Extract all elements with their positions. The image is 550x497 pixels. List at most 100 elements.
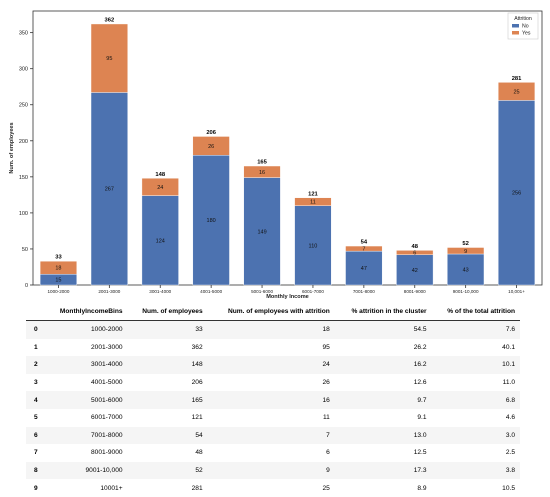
bar-yes-value-label: 7 <box>362 247 365 253</box>
y-tick-label: 300 <box>19 67 28 73</box>
bar-no <box>396 254 434 286</box>
table-cell: 26.2 <box>413 343 427 351</box>
table-row: 4 5001-6000 165 16 9.7 6.8 <box>26 391 520 409</box>
column-header: Num. of employees <box>127 302 208 321</box>
bar-no <box>192 155 230 286</box>
table-cell: 362 <box>191 343 203 351</box>
bar-yes-value-label: 95 <box>106 56 112 62</box>
bar-yes <box>243 165 281 178</box>
table-body: 0 1000-2000 33 18 54.5 7.6 1 2001-3000 362 95 26.2… <box>26 320 520 497</box>
table-cell: 206 <box>191 379 203 387</box>
table-cell: 9.7 <box>417 396 427 404</box>
attrition-table-container: MonthlyIncomeBins Num. of employees Num. o… <box>26 302 520 497</box>
table-cell: 7 <box>326 431 330 439</box>
table-cell: 7001-8000 <box>91 431 123 439</box>
table-cell: 3.8 <box>505 467 515 475</box>
bar-no-value-label: 15 <box>55 278 61 284</box>
legend-swatch <box>512 31 519 35</box>
bar-no <box>498 100 536 286</box>
table-cell: 95 <box>322 343 330 351</box>
row-index-cell: 7 <box>34 449 38 457</box>
bar-no-value-label: 149 <box>257 229 266 235</box>
bar-no-value-label: 110 <box>309 243 318 249</box>
table-cell: 33 <box>195 326 203 334</box>
y-tick-label: 0 <box>25 283 28 289</box>
table-cell: 12.6 <box>413 379 427 387</box>
chart-svg: 0501001502002503003501518331000-20002679… <box>9 10 543 300</box>
row-index-cell: 2 <box>34 361 38 369</box>
x-tick-label: 4001-5000 <box>200 289 222 294</box>
bar-yes-value-label: 16 <box>259 170 265 176</box>
table-cell: 2.5 <box>505 449 515 457</box>
column-header: MonthlyIncomeBins <box>44 302 128 321</box>
table-row: 7 8001-9000 48 6 12.5 2.5 <box>26 444 520 462</box>
row-index-cell: 6 <box>34 431 38 439</box>
table-cell: 13.0 <box>413 431 427 439</box>
bar-yes-value-label: 26 <box>208 144 214 150</box>
attrition-table: MonthlyIncomeBins Num. of employees Num. o… <box>26 302 520 497</box>
bar-yes <box>498 82 536 101</box>
table-cell: 9 <box>326 467 330 475</box>
table-cell: 24 <box>322 361 330 369</box>
row-index-cell: 0 <box>34 326 38 334</box>
bar-no-value-label: 43 <box>463 267 469 273</box>
bar-no <box>447 253 485 286</box>
bar-yes-value-label: 18 <box>55 266 61 272</box>
row-index-cell: 4 <box>34 396 38 404</box>
table-header-row: MonthlyIncomeBins Num. of employees Num. o… <box>26 302 520 321</box>
table-row: 1 2001-3000 362 95 26.2 40.1 <box>26 339 520 357</box>
y-tick-label: 250 <box>19 103 28 109</box>
bar-no-value-label: 267 <box>105 187 114 193</box>
bar-yes-value-label: 9 <box>464 249 467 255</box>
table-cell: 121 <box>191 414 203 422</box>
bar-no-value-label: 42 <box>412 268 418 274</box>
table-cell: 52 <box>195 467 203 475</box>
table-cell: 10001+ <box>100 484 123 492</box>
y-tick-label: 100 <box>19 211 28 217</box>
table-cell: 11.0 <box>502 379 515 387</box>
table-cell: 6001-7000 <box>91 414 123 422</box>
bar-yes <box>294 197 332 206</box>
legend-title: Attrition <box>514 16 532 22</box>
table-cell: 16 <box>322 396 330 404</box>
bar-total-label: 281 <box>512 76 522 82</box>
table-cell: 10.1 <box>502 361 515 369</box>
x-tick-label: 9001-10,000 <box>453 289 479 294</box>
bar-yes-value-label: 6 <box>413 251 416 257</box>
bar-no <box>294 205 332 286</box>
table-cell: 6 <box>326 449 330 457</box>
table-cell: 9.1 <box>417 414 427 422</box>
bar-total-label: 148 <box>155 172 165 178</box>
x-tick-label: 7001-8000 <box>353 289 375 294</box>
bar-yes <box>90 23 128 93</box>
table-cell: 18 <box>322 326 330 334</box>
table-cell: 9001-10,000 <box>85 467 123 475</box>
row-index-cell: 1 <box>34 343 38 351</box>
table-row: 6 7001-8000 54 7 13.0 3.0 <box>26 426 520 445</box>
bar-no-value-label: 47 <box>361 266 367 272</box>
bar-yes <box>345 245 383 252</box>
row-index-cell: 5 <box>34 414 38 422</box>
bar-total-label: 121 <box>308 191 318 197</box>
table-cell: 26 <box>322 379 330 387</box>
bar-yes <box>141 178 179 196</box>
table-row: 8 9001-10,000 52 9 17.3 3.8 <box>26 461 520 480</box>
bar-no <box>90 92 128 286</box>
table-cell: 16.2 <box>413 361 427 369</box>
x-tick-label: 10,001+ <box>508 289 525 294</box>
y-tick-label: 150 <box>19 175 28 181</box>
y-tick-label: 200 <box>19 139 28 145</box>
bar-yes <box>396 250 434 255</box>
table-cell: 40.1 <box>502 343 515 351</box>
table-row: 9 10001+ 281 25 8.9 10.5 <box>26 479 520 497</box>
row-index-cell: 9 <box>34 484 38 492</box>
bar-yes-value-label: 25 <box>513 89 519 95</box>
table-cell: 5001-6000 <box>91 396 123 404</box>
column-header <box>26 302 45 321</box>
bar-yes <box>39 261 77 275</box>
bar-no-value-label: 180 <box>207 218 216 224</box>
table-cell: 12.5 <box>413 449 427 457</box>
bar-yes-value-label: 24 <box>157 185 163 191</box>
legend-entry-label: Yes <box>522 31 531 37</box>
legend-entry-label: No <box>522 24 529 30</box>
